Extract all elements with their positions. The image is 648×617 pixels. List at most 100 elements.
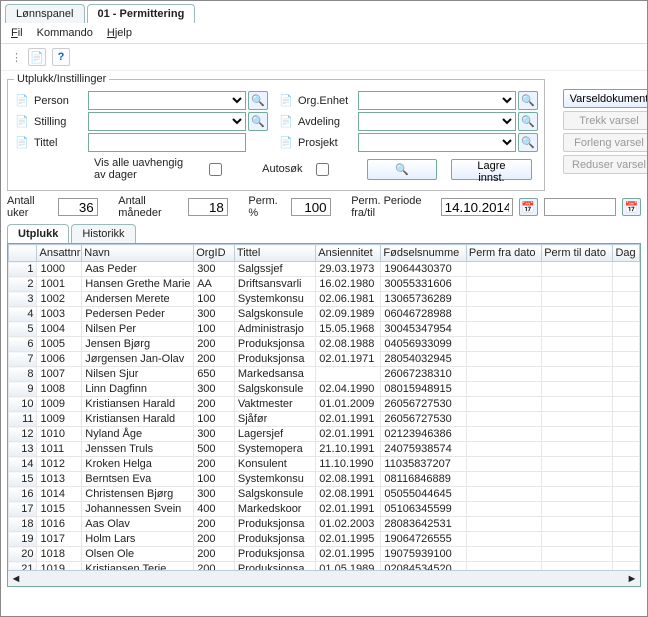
table-row[interactable]: 81007Nilsen Sjur650Markedsansa2606723831…	[9, 367, 640, 382]
table-cell: 26056727530	[381, 412, 466, 427]
avdeling-combo[interactable]	[358, 112, 516, 131]
table-cell: 11035837207	[381, 457, 466, 472]
save-settings-button[interactable]: Lagre innst.	[451, 159, 532, 180]
data-grid[interactable]: AnsattnrNavnOrgIDTittelAnsiennitetFødsel…	[8, 244, 640, 570]
person-combo[interactable]	[88, 91, 246, 110]
table-cell: 100	[194, 472, 235, 487]
toolbar-doc-icon[interactable]: 📄	[28, 48, 46, 66]
table-cell: 1019	[37, 562, 82, 571]
scroll-left-icon[interactable]: ◄	[8, 573, 24, 585]
person-search-icon[interactable]: 🔍	[248, 91, 268, 110]
hscrollbar[interactable]: ◄ ►	[8, 570, 640, 586]
menu-command[interactable]: Kommando	[37, 27, 93, 39]
toolbar-help-icon[interactable]: ?	[52, 48, 70, 66]
table-row[interactable]: 211019Kristiansen Terje200Produksjonsa01…	[9, 562, 640, 571]
tab-utplukk[interactable]: Utplukk	[7, 224, 69, 243]
table-row[interactable]: 91008Linn Dagfinn300Salgskonsule02.04.19…	[9, 382, 640, 397]
table-cell: 1009	[37, 397, 82, 412]
orgenhet-combo[interactable]	[358, 91, 516, 110]
table-cell: 200	[194, 547, 235, 562]
autosok-checkbox[interactable]	[316, 163, 329, 176]
column-header[interactable]: Perm fra dato	[466, 245, 541, 262]
table-cell: 1001	[37, 277, 82, 292]
table-cell: Kristiansen Harald	[82, 412, 194, 427]
varseldokument-button[interactable]: Varseldokument	[563, 89, 648, 108]
table-row[interactable]: 191017Holm Lars200Produksjonsa02.01.1995…	[9, 532, 640, 547]
row-number: 13	[9, 442, 37, 457]
reduser-varsel-button[interactable]: Reduser varsel	[563, 155, 648, 174]
table-cell: 08015948915	[381, 382, 466, 397]
stilling-search-icon[interactable]: 🔍	[248, 112, 268, 131]
mnd-input[interactable]	[188, 198, 228, 216]
column-header[interactable]: Ansattnr	[37, 245, 82, 262]
table-cell: Produksjonsa	[234, 562, 315, 571]
table-row[interactable]: 61005Jensen Bjørg200Produksjonsa02.08.19…	[9, 337, 640, 352]
table-row[interactable]: 51004Nilsen Per100Administrasjo15.05.196…	[9, 322, 640, 337]
menu-file[interactable]: Fil	[11, 27, 23, 39]
table-row[interactable]: 111009Kristiansen Harald100Sjåfør02.01.1…	[9, 412, 640, 427]
column-header[interactable]: Tittel	[234, 245, 315, 262]
tab-lonnspanel[interactable]: Lønnspanel	[5, 4, 85, 23]
menu-help[interactable]: Hjelp	[107, 27, 132, 39]
scroll-right-icon[interactable]: ►	[624, 573, 640, 585]
table-cell	[466, 442, 541, 457]
uker-input[interactable]	[58, 198, 98, 216]
avdeling-search-icon[interactable]: 🔍	[518, 112, 538, 131]
table-row[interactable]: 151013Berntsen Eva100Systemkonsu02.08.19…	[9, 472, 640, 487]
table-cell	[613, 307, 640, 322]
table-cell: 11.10.1990	[316, 457, 381, 472]
table-cell: 29.03.1973	[316, 262, 381, 277]
table-cell	[466, 292, 541, 307]
column-header[interactable]: Dag	[613, 245, 640, 262]
table-row[interactable]: 201018Olsen Ole200Produksjonsa02.01.1995…	[9, 547, 640, 562]
table-cell: 300	[194, 262, 235, 277]
orgenhet-search-icon[interactable]: 🔍	[518, 91, 538, 110]
table-row[interactable]: 101009Kristiansen Harald200Vaktmester01.…	[9, 397, 640, 412]
calendar-from-icon[interactable]: 📅	[519, 198, 538, 216]
periode-to-input[interactable]	[544, 198, 616, 216]
table-cell: 1018	[37, 547, 82, 562]
table-row[interactable]: 181016Aas Olav200Produksjonsa01.02.20032…	[9, 517, 640, 532]
table-cell	[542, 517, 613, 532]
autosok-label: Autosøk	[262, 163, 302, 175]
stilling-label: Stilling	[34, 116, 88, 128]
column-header[interactable]: Navn	[82, 245, 194, 262]
prosjekt-combo[interactable]	[358, 133, 516, 152]
periode-from-input[interactable]	[441, 198, 513, 216]
row-number: 16	[9, 487, 37, 502]
table-row[interactable]: 21001Hansen Grethe MarieAADriftsansvarli…	[9, 277, 640, 292]
column-header[interactable]: Perm til dato	[542, 245, 613, 262]
table-cell	[613, 427, 640, 442]
column-header[interactable]: Fødselsnumme	[381, 245, 466, 262]
forleng-varsel-button[interactable]: Forleng varsel	[563, 133, 648, 152]
table-row[interactable]: 31002Andersen Merete100Systemkonsu02.06.…	[9, 292, 640, 307]
table-row[interactable]: 141012Kroken Helga200Konsulent11.10.1990…	[9, 457, 640, 472]
prosjekt-search-icon[interactable]: 🔍	[518, 133, 538, 152]
row-number: 10	[9, 397, 37, 412]
table-cell: 1004	[37, 322, 82, 337]
table-cell	[466, 517, 541, 532]
column-header[interactable]: OrgID	[194, 245, 235, 262]
search-button[interactable]: 🔍	[367, 159, 436, 180]
table-cell: 400	[194, 502, 235, 517]
table-row[interactable]: 161014Christensen Bjørg300Salgskonsule02…	[9, 487, 640, 502]
table-row[interactable]: 171015Johannessen Svein400Markedskoor02.…	[9, 502, 640, 517]
pct-input[interactable]	[291, 198, 331, 216]
tab-historikk[interactable]: Historikk	[71, 224, 135, 243]
table-row[interactable]: 131011Jenssen Truls500Systemopera21.10.1…	[9, 442, 640, 457]
table-row[interactable]: 11000Aas Peder300Salgssjef29.03.19731906…	[9, 262, 640, 277]
column-header[interactable]	[9, 245, 37, 262]
tab-permittering[interactable]: 01 - Permittering	[87, 4, 196, 23]
row-number: 7	[9, 352, 37, 367]
table-cell	[466, 487, 541, 502]
row-number: 19	[9, 532, 37, 547]
trekk-varsel-button[interactable]: Trekk varsel	[563, 111, 648, 130]
column-header[interactable]: Ansiennitet	[316, 245, 381, 262]
tittel-input[interactable]	[88, 133, 246, 152]
stilling-combo[interactable]	[88, 112, 246, 131]
table-row[interactable]: 71006Jørgensen Jan-Olav200Produksjonsa02…	[9, 352, 640, 367]
table-row[interactable]: 41003Pedersen Peder300Salgskonsule02.09.…	[9, 307, 640, 322]
showall-checkbox[interactable]	[209, 163, 222, 176]
table-row[interactable]: 121010Nyland Åge300Lagersjef02.01.199102…	[9, 427, 640, 442]
calendar-to-icon[interactable]: 📅	[622, 198, 641, 216]
